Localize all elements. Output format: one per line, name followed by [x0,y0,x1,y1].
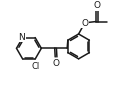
Text: O: O [52,59,59,68]
Text: O: O [82,19,89,28]
Text: N: N [18,33,25,42]
Text: O: O [93,1,100,10]
Text: Cl: Cl [31,62,39,71]
